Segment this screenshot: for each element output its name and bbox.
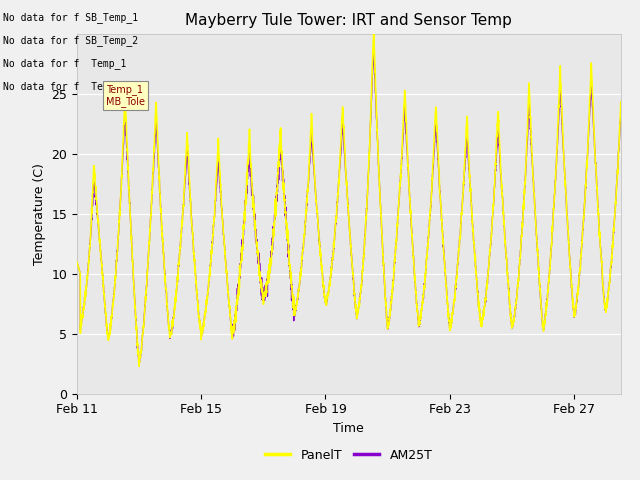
Text: No data for f SB_Temp_1: No data for f SB_Temp_1 [3, 12, 138, 23]
Text: Temp_1
MB_Tole: Temp_1 MB_Tole [106, 84, 145, 108]
Legend: PanelT, AM25T: PanelT, AM25T [260, 444, 437, 467]
Text: No data for f  Temp_1: No data for f Temp_1 [3, 58, 127, 69]
X-axis label: Time: Time [333, 422, 364, 435]
Title: Mayberry Tule Tower: IRT and Sensor Temp: Mayberry Tule Tower: IRT and Sensor Temp [186, 13, 512, 28]
Y-axis label: Temperature (C): Temperature (C) [33, 163, 45, 264]
Text: No data for f SB_Temp_2: No data for f SB_Temp_2 [3, 35, 138, 46]
Text: No data for f  Temp_2: No data for f Temp_2 [3, 81, 127, 92]
